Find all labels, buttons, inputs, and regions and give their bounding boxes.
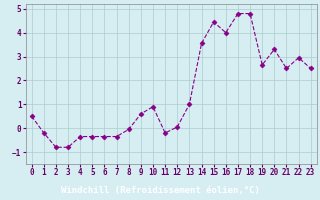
Text: Windchill (Refroidissement éolien,°C): Windchill (Refroidissement éolien,°C) bbox=[60, 186, 260, 196]
